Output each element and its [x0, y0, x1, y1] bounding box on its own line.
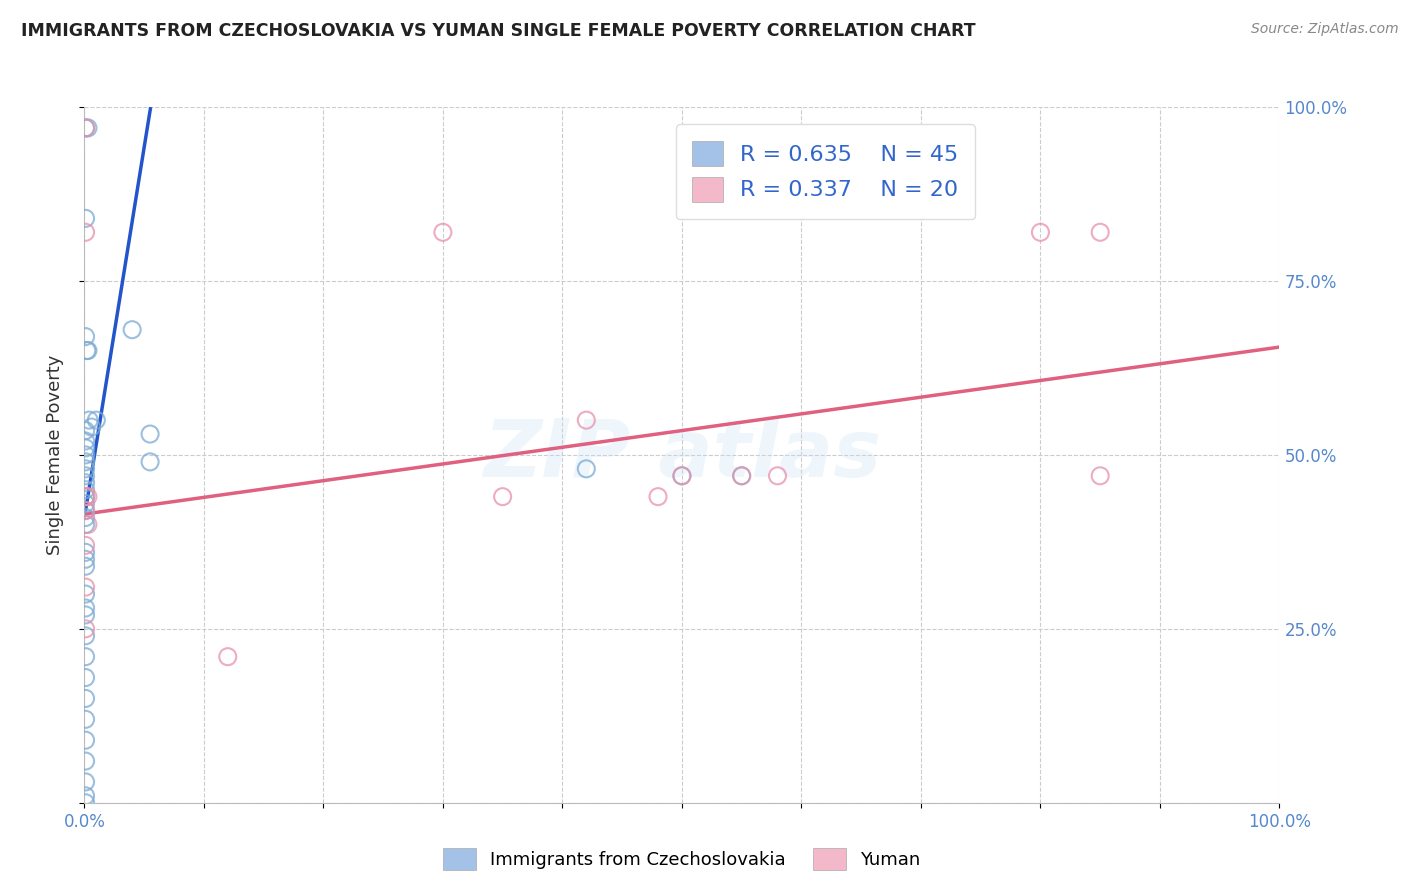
- Point: [1088, 468, 1111, 483]
- Point: [75, 622, 97, 636]
- Point: [75, 712, 97, 726]
- Point: [671, 468, 693, 483]
- Point: [75, 789, 97, 803]
- Y-axis label: Single Female Poverty: Single Female Poverty: [45, 355, 63, 555]
- Text: ZIP atlas: ZIP atlas: [482, 416, 882, 494]
- Point: [75, 120, 97, 135]
- Point: [75, 538, 97, 552]
- Point: [75, 796, 97, 810]
- Point: [77, 343, 100, 358]
- Point: [75, 517, 97, 532]
- Point: [75, 211, 97, 226]
- Text: Source: ZipAtlas.com: Source: ZipAtlas.com: [1251, 22, 1399, 37]
- Point: [77, 490, 100, 504]
- Point: [77, 413, 100, 427]
- Point: [80, 420, 103, 434]
- Point: [77, 120, 100, 135]
- Point: [75, 503, 97, 517]
- Text: IMMIGRANTS FROM CZECHOSLOVAKIA VS YUMAN SINGLE FEMALE POVERTY CORRELATION CHART: IMMIGRANTS FROM CZECHOSLOVAKIA VS YUMAN …: [21, 22, 976, 40]
- Point: [671, 468, 693, 483]
- Point: [766, 468, 789, 483]
- Point: [75, 490, 97, 504]
- Point: [75, 503, 97, 517]
- Point: [647, 490, 669, 504]
- Point: [731, 468, 754, 483]
- Point: [75, 475, 97, 490]
- Point: [139, 455, 162, 469]
- Point: [76, 343, 98, 358]
- Point: [575, 413, 598, 427]
- Point: [75, 434, 97, 448]
- Point: [75, 455, 97, 469]
- Point: [492, 490, 515, 504]
- Point: [75, 468, 97, 483]
- Point: [75, 691, 97, 706]
- Point: [75, 490, 97, 504]
- Point: [75, 497, 97, 511]
- Point: [75, 510, 97, 524]
- Point: [139, 427, 162, 442]
- Point: [432, 225, 454, 239]
- Point: [86, 413, 108, 427]
- Point: [75, 607, 97, 622]
- Point: [75, 649, 97, 664]
- Point: [75, 225, 97, 239]
- Point: [75, 754, 97, 768]
- Point: [77, 517, 100, 532]
- Point: [75, 601, 97, 615]
- Legend: Immigrants from Czechoslovakia, Yuman: Immigrants from Czechoslovakia, Yuman: [436, 841, 928, 877]
- Point: [121, 323, 143, 337]
- Point: [75, 120, 97, 135]
- Point: [75, 552, 97, 566]
- Point: [75, 329, 97, 343]
- Point: [75, 587, 97, 601]
- Point: [575, 462, 598, 476]
- Point: [75, 629, 97, 643]
- Point: [1088, 225, 1111, 239]
- Point: [75, 775, 97, 789]
- Point: [731, 468, 754, 483]
- Point: [75, 441, 97, 455]
- Point: [75, 733, 97, 747]
- Point: [75, 424, 97, 438]
- Point: [75, 671, 97, 685]
- Point: [75, 462, 97, 476]
- Point: [75, 580, 97, 594]
- Point: [75, 483, 97, 497]
- Point: [1029, 225, 1052, 239]
- Point: [75, 559, 97, 574]
- Point: [75, 448, 97, 462]
- Point: [75, 545, 97, 559]
- Point: [217, 649, 239, 664]
